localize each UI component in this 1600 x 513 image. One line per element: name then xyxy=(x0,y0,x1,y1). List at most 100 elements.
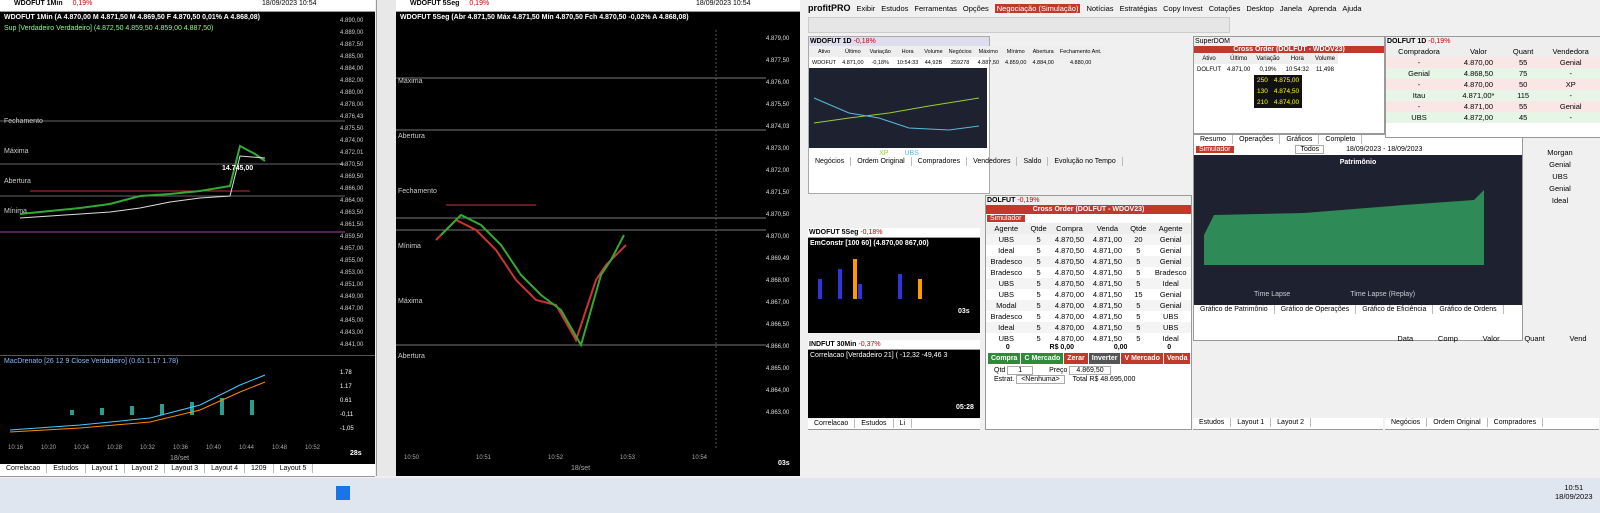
lower-label: -0,11 xyxy=(340,412,354,418)
tab[interactable]: Vendedores xyxy=(967,157,1018,166)
header-cell: Vendedora xyxy=(1552,47,1589,56)
menu-item[interactable]: Notícias xyxy=(1086,4,1114,13)
cell: 4.870,00 xyxy=(1054,323,1085,332)
tab[interactable]: Correlacao xyxy=(0,464,48,473)
order-button[interactable]: Zerar xyxy=(1064,353,1088,364)
menu-item[interactable]: Cotações xyxy=(1208,4,1241,13)
tab[interactable]: Gráfico de Operações xyxy=(1275,305,1357,314)
tab[interactable]: Ordem Original xyxy=(851,157,912,166)
menu-item[interactable]: Copy Invest xyxy=(1163,4,1203,13)
tab[interactable]: Completo xyxy=(1319,135,1363,144)
tab[interactable]: Operações xyxy=(1233,135,1281,144)
taskbar: 10:51 18/09/2023 xyxy=(0,478,1600,513)
cell: 4.871,00 xyxy=(842,59,864,66)
menu-item[interactable]: Exibir xyxy=(856,4,876,13)
menu-item[interactable]: Negociação (Simulação) xyxy=(994,4,1081,13)
price-label: 4.859,50 xyxy=(340,234,364,240)
row: WDOFUT 4.871,00 -0,18% 10:54:33 44,92B 259278… xyxy=(809,57,1104,68)
cell: 5 xyxy=(1136,334,1141,343)
cell: 20 xyxy=(1134,235,1143,244)
tab[interactable]: 1209 xyxy=(245,464,274,473)
tab[interactable]: Layout 2 xyxy=(1271,418,1312,427)
cell: 4.871,00* xyxy=(1462,91,1495,100)
order-button[interactable]: Inverter xyxy=(1088,353,1121,364)
cell: 15 xyxy=(1134,290,1143,299)
menu-item[interactable]: Estudos xyxy=(881,4,909,13)
tab[interactable]: Gráfico de Patrimônio xyxy=(1194,305,1275,314)
tab[interactable]: Negócios xyxy=(1385,418,1428,427)
time-label: 10:44 xyxy=(239,445,255,451)
tab[interactable]: Li xyxy=(894,419,912,428)
cell: UBS xyxy=(998,235,1014,244)
row: - 4.871,00 55 Genial xyxy=(1386,101,1600,112)
time-label: 10:52 xyxy=(548,455,564,461)
left-chart-panel: WDOFUT 1Min 0,19% 18/09/2023 10:54 WDOFU… xyxy=(0,0,375,477)
tab[interactable]: Resumo xyxy=(1194,135,1234,144)
header-cell: Agente xyxy=(994,224,1019,233)
cell: 4.870,00 xyxy=(1054,290,1085,299)
order-button[interactable]: V Mercado xyxy=(1121,353,1163,364)
menu-item[interactable]: Ajuda xyxy=(1342,4,1362,13)
price-label: 4.868,00 xyxy=(766,278,790,284)
menu-item[interactable]: Aprenda xyxy=(1308,4,1337,13)
title: SuperDOM xyxy=(1194,37,1384,46)
tab[interactable]: Negócios xyxy=(809,157,852,166)
legend-item: Time Lapse (Replay) xyxy=(1350,291,1416,298)
macd-area xyxy=(9,374,266,433)
menu-item[interactable]: Janela xyxy=(1279,4,1303,13)
price-label: 4.865,00 xyxy=(766,366,790,372)
tab[interactable]: Saldo xyxy=(1017,157,1049,166)
order-button[interactable]: Compra xyxy=(988,353,1021,364)
tab[interactable]: Ordem Original xyxy=(1427,418,1488,427)
tab[interactable]: Correlacao xyxy=(808,419,856,428)
header-cell: Volume xyxy=(1314,55,1335,62)
cell: 5 xyxy=(1036,334,1041,343)
header-cell: Valor xyxy=(1469,47,1487,56)
filter[interactable]: Todos xyxy=(1295,145,1325,154)
menu-item[interactable]: Desktop xyxy=(1246,4,1274,13)
price-label: 4.872,01 xyxy=(340,150,364,156)
strategy[interactable]: <Nenhuma> xyxy=(1016,375,1065,384)
tab[interactable]: Layout 1 xyxy=(86,464,126,473)
tab[interactable]: Layout 3 xyxy=(165,464,206,473)
header-row: Compradora Valor Quant Vendedora xyxy=(1386,46,1600,57)
price-label: 4.871,50 xyxy=(766,190,790,196)
tab[interactable]: Gráfico de Eficiência xyxy=(1356,305,1434,314)
row: UBS 5 4.870,00 4.871,50 5 Ideal xyxy=(986,333,1191,344)
tab[interactable]: Compradores xyxy=(912,157,968,166)
menu-item[interactable]: Ferramentas xyxy=(914,4,957,13)
cell: - xyxy=(1569,113,1572,122)
tabs: Estudos Layout 1 Layout 2 xyxy=(1193,418,1383,430)
menu-item[interactable]: Estratégias xyxy=(1119,4,1158,13)
tab[interactable]: Estudos xyxy=(855,419,894,428)
legend-item: UBS xyxy=(904,150,919,157)
tab[interactable]: Layout 2 xyxy=(125,464,166,473)
order-button[interactable]: Venda xyxy=(1163,353,1191,364)
cell: 4.870,00 xyxy=(1054,334,1085,343)
tab[interactable]: Layout 5 xyxy=(274,464,314,473)
menu-item[interactable]: Opções xyxy=(962,4,989,13)
tab[interactable]: Estudos xyxy=(47,464,86,473)
header-cell: Agente xyxy=(1158,224,1183,233)
tab[interactable]: Layout 1 xyxy=(1231,418,1272,427)
tab[interactable]: Evolução no Tempo xyxy=(1048,157,1123,166)
tab[interactable]: Layout 4 xyxy=(205,464,245,473)
start-button[interactable] xyxy=(336,486,350,500)
menu-item[interactable]: profitPRO xyxy=(808,3,851,13)
annotation: 14.745,00 xyxy=(222,165,254,172)
cell: 4.870,00 xyxy=(1463,80,1494,89)
tab[interactable]: Gráfico de Ordens xyxy=(1433,305,1504,314)
cell: 55 xyxy=(1518,102,1528,111)
qty[interactable]: 1 xyxy=(1007,366,1034,375)
price-label: 4.875,50 xyxy=(766,102,790,108)
tab[interactable]: Compradores xyxy=(1488,418,1544,427)
price[interactable]: 4.869,50 xyxy=(1069,366,1111,375)
order-button[interactable]: C Mercado xyxy=(1021,353,1064,364)
price-label: 4.847,00 xyxy=(340,306,364,312)
tab[interactable]: Estudos xyxy=(1193,418,1232,427)
title: Patrimônio xyxy=(1339,159,1377,166)
tab[interactable]: Gráficos xyxy=(1280,135,1320,144)
cell: 5 xyxy=(1036,290,1041,299)
cell: Bradesco xyxy=(1154,268,1187,277)
